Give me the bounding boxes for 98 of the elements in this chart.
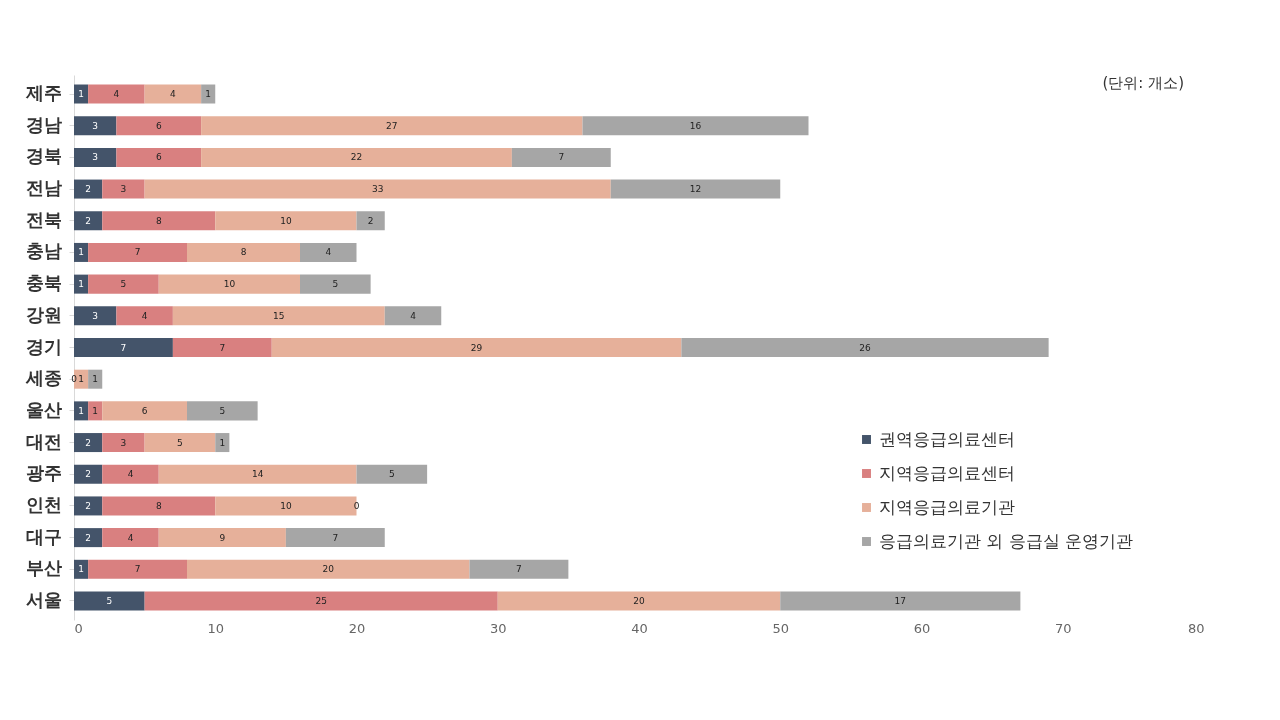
legend-label: 권역응급의료센터 bbox=[879, 428, 1015, 449]
data-label: 7 bbox=[332, 532, 339, 543]
data-label: 10 bbox=[223, 279, 236, 290]
data-label: 33 bbox=[371, 184, 384, 195]
x-tick-label: 20 bbox=[348, 620, 366, 636]
data-label: 14 bbox=[251, 469, 264, 480]
y-tick-label: 강원 bbox=[25, 303, 62, 325]
data-label: 1 bbox=[92, 405, 99, 416]
data-label: 7 bbox=[516, 564, 522, 575]
data-label: 5 bbox=[388, 469, 395, 480]
y-tick-label: 경남 bbox=[25, 113, 62, 135]
legend-label: 지역응급의료센터 bbox=[879, 462, 1015, 483]
y-tick-label: 전북 bbox=[25, 208, 62, 230]
y-tick-label: 충북 bbox=[25, 272, 62, 294]
y-tick-label: 대전 bbox=[25, 430, 62, 452]
data-label: 1 bbox=[78, 247, 84, 258]
data-label: 3 bbox=[92, 310, 99, 321]
data-label: 1 bbox=[92, 374, 99, 385]
legend-label: 지역응급의료기관 bbox=[879, 496, 1015, 517]
x-tick-label: 40 bbox=[631, 620, 648, 636]
data-label: 12 bbox=[689, 184, 702, 195]
data-label: 8 bbox=[240, 247, 247, 258]
data-label: 1 bbox=[78, 89, 84, 100]
data-label: 8 bbox=[155, 500, 162, 511]
data-label: 9 bbox=[219, 532, 226, 543]
data-label: 20 bbox=[633, 595, 645, 606]
legend-label: 응급의료기관 외 응급실 운영기관 bbox=[879, 530, 1134, 551]
data-label: 1 bbox=[219, 437, 226, 448]
data-label: 15 bbox=[273, 310, 285, 321]
data-label: 7 bbox=[134, 247, 141, 258]
x-tick-label: 80 bbox=[1187, 620, 1205, 636]
annotation: (단위: 개소) bbox=[1102, 74, 1184, 92]
y-tick-label: 경기 bbox=[25, 335, 62, 357]
data-label: 1 bbox=[78, 279, 84, 290]
data-label: 10 bbox=[280, 500, 292, 511]
data-label: 5 bbox=[106, 595, 113, 606]
data-label: 2 bbox=[85, 184, 91, 195]
data-label: 7 bbox=[558, 152, 565, 163]
data-label: 2 bbox=[367, 215, 374, 226]
x-tick-label: 30 bbox=[489, 620, 507, 636]
y-tick-label: 울산 bbox=[25, 398, 62, 420]
data-label: 3 bbox=[120, 184, 127, 195]
data-label: 2 bbox=[85, 437, 91, 448]
data-label: 3 bbox=[92, 152, 99, 163]
y-tick-label: 인천 bbox=[25, 493, 62, 515]
data-label: 1 bbox=[78, 564, 84, 575]
x-tick-label: 0 bbox=[74, 620, 83, 636]
y-tick-label: 서울 bbox=[25, 588, 62, 610]
data-label: 7 bbox=[134, 564, 141, 575]
data-label: 6 bbox=[155, 120, 162, 131]
data-label: 6 bbox=[155, 152, 162, 163]
data-label: 2 bbox=[85, 532, 91, 543]
y-tick-label: 제주 bbox=[24, 82, 62, 104]
data-label: 4 bbox=[113, 89, 120, 100]
y-tick-label: 전남 bbox=[25, 177, 62, 199]
data-label: 22 bbox=[350, 152, 363, 163]
y-tick-label: 대구 bbox=[25, 525, 62, 547]
y-tick-label: 충남 bbox=[25, 240, 62, 262]
data-label: 4 bbox=[410, 310, 417, 321]
y-tick-label: 광주 bbox=[25, 462, 62, 484]
x-tick-label: 70 bbox=[1054, 620, 1072, 636]
data-label: 20 bbox=[322, 564, 335, 575]
data-label: 5 bbox=[332, 279, 339, 290]
data-label: 5 bbox=[120, 279, 127, 290]
data-label: 17 bbox=[894, 595, 907, 606]
data-label: 4 bbox=[141, 310, 148, 321]
data-label: 1 bbox=[78, 405, 84, 416]
data-label: 1 bbox=[205, 89, 212, 100]
data-label: 27 bbox=[386, 120, 398, 131]
data-label: 0 bbox=[353, 500, 360, 511]
data-label: 1 bbox=[78, 374, 84, 385]
data-label: 25 bbox=[315, 595, 327, 606]
y-tick-label: 경북 bbox=[25, 145, 62, 167]
data-label: 16 bbox=[689, 120, 702, 131]
data-label: 4 bbox=[170, 89, 177, 100]
y-tick-label: 부산 bbox=[25, 557, 62, 579]
data-label: 3 bbox=[120, 437, 127, 448]
y-tick-label: 세종 bbox=[24, 367, 62, 389]
data-label: 5 bbox=[219, 405, 226, 416]
data-label: 0 bbox=[71, 374, 78, 385]
x-tick-label: 10 bbox=[207, 620, 225, 636]
data-label: 2 bbox=[85, 469, 91, 480]
data-label: 7 bbox=[219, 342, 226, 353]
data-label: 3 bbox=[92, 120, 99, 131]
data-label: 26 bbox=[859, 342, 871, 353]
data-label: 29 bbox=[470, 342, 483, 353]
data-label: 5 bbox=[177, 437, 183, 448]
data-label: 4 bbox=[127, 469, 134, 480]
x-tick-label: 50 bbox=[772, 620, 790, 636]
data-label: 4 bbox=[325, 247, 332, 258]
data-label: 4 bbox=[127, 532, 134, 543]
data-label: 6 bbox=[141, 405, 148, 416]
data-label: 10 bbox=[280, 215, 292, 226]
data-label: 7 bbox=[120, 342, 127, 353]
data-label: 8 bbox=[155, 215, 162, 226]
data-label: 2 bbox=[85, 500, 91, 511]
x-tick-label: 60 bbox=[913, 620, 931, 636]
data-label: 2 bbox=[85, 215, 91, 226]
